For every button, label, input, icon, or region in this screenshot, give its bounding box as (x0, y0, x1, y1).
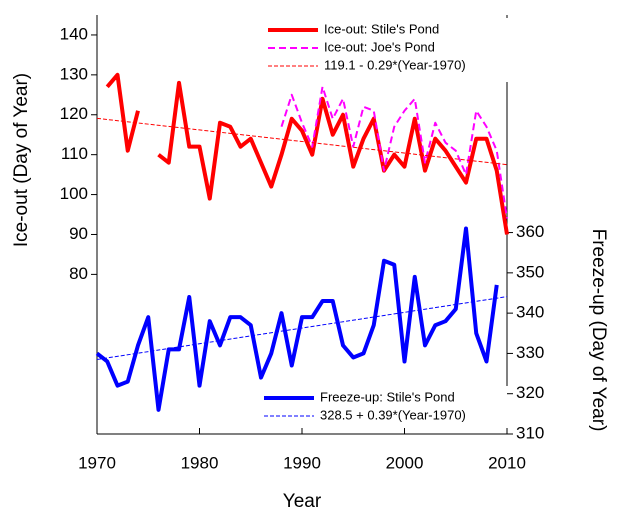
y-tick-label: 100 (60, 184, 88, 203)
x-tick-label: 1990 (283, 453, 321, 472)
x-axis-label: Year (283, 491, 322, 512)
legend-label: Ice-out: Joe's Pond (324, 39, 435, 54)
legend-label: 328.5 + 0.39*(Year-1970) (320, 407, 466, 422)
legend-bottom (258, 386, 512, 430)
y2-tick-label: 320 (516, 383, 544, 402)
series-line (105, 72, 509, 235)
y-tick-label: 90 (69, 224, 88, 243)
y-tick-label: 130 (60, 64, 88, 83)
series-line (95, 226, 499, 412)
legend-label: Ice-out: Stile's Pond (324, 21, 439, 36)
series-line (96, 296, 508, 360)
y-axis-label: Ice-out (Day of Year) (11, 73, 32, 247)
x-tick-label: 2000 (386, 453, 424, 472)
y-tick-label: 110 (61, 144, 88, 163)
series-line (280, 85, 508, 219)
y-tick-label: 120 (60, 104, 88, 123)
legend-label: Freeze-up: Stile's Pond (320, 389, 455, 404)
y-tick-label: 140 (60, 24, 88, 43)
y2-tick-label: 310 (516, 423, 544, 442)
y2-tick-label: 350 (516, 262, 544, 281)
y2-tick-label: 360 (516, 222, 544, 241)
x-tick-label: 1980 (181, 453, 219, 472)
y2-tick-label: 340 (516, 303, 544, 322)
x-tick-label: 2010 (488, 453, 526, 472)
y-tick-label: 80 (69, 264, 88, 283)
legend-label: 119.1 - 0.29*(Year-1970) (324, 57, 466, 72)
x-tick-label: 1970 (78, 453, 116, 472)
series-line (96, 117, 508, 166)
y2-tick-label: 330 (516, 343, 544, 362)
y2-axis-label: Freeze-up (Day of Year) (588, 229, 609, 432)
